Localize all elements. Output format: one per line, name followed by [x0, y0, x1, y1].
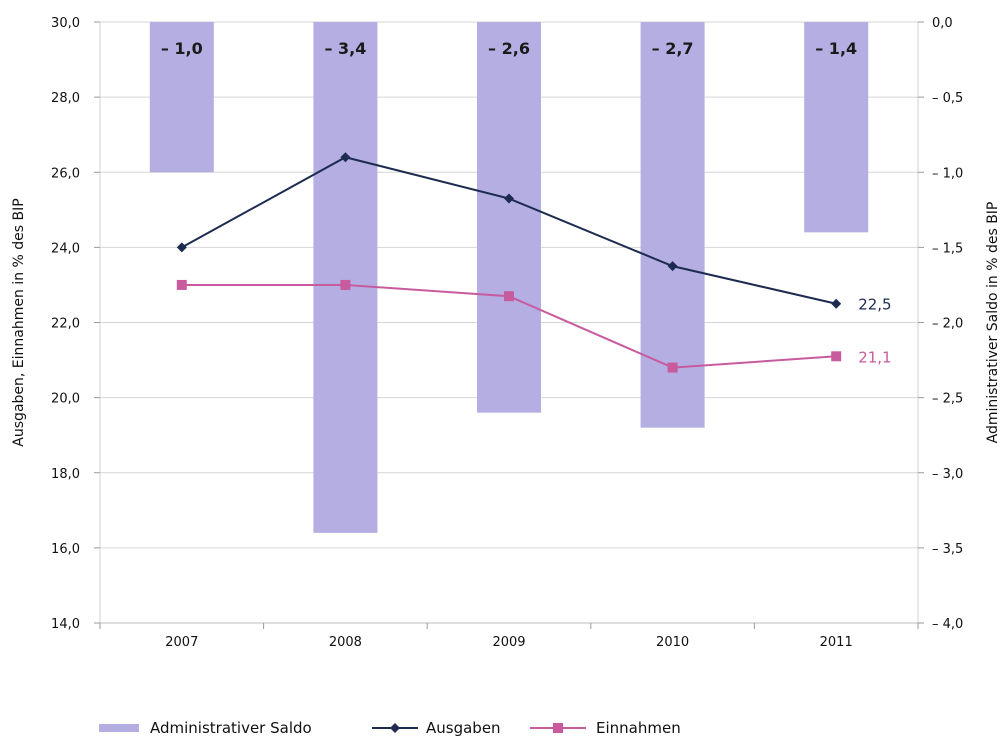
bar-value-label: – 2,7: [652, 39, 694, 58]
end-label-einnahmen: 21,1: [858, 348, 891, 366]
bar-value-label: – 2,6: [488, 39, 530, 58]
marker-einnahmen: [831, 351, 842, 362]
legend-label: Einnahmen: [596, 719, 681, 737]
marker-ausgaben: [667, 261, 678, 272]
marker-ausgaben: [831, 298, 842, 309]
marker-einnahmen: [504, 291, 514, 302]
left-tick-label: 18,0: [51, 467, 80, 482]
right-tick-label: – 2,5: [932, 392, 963, 407]
marker-einnahmen: [176, 279, 187, 290]
right-tick-label: – 2,0: [932, 317, 963, 332]
end-label-ausgaben: 22,5: [858, 296, 891, 314]
left-tick-label: 26,0: [51, 166, 80, 181]
legend-label: Administrativer Saldo: [150, 719, 312, 737]
left-tick-label: 28,0: [51, 91, 80, 106]
bar-value-label: – 1,0: [161, 39, 203, 58]
bar-administrativer-saldo: [640, 22, 705, 428]
x-tick-label: 2011: [820, 635, 853, 650]
bar-administrativer-saldo: [313, 22, 378, 533]
y-right-axis-title: Administrativer Saldo in % des BIP: [985, 202, 1001, 444]
marker-ausgaben: [340, 152, 351, 163]
left-tick-label: 16,0: [51, 542, 80, 557]
left-tick-label: 20,0: [51, 392, 80, 407]
marker-einnahmen: [340, 279, 351, 290]
x-tick-label: 2007: [165, 635, 198, 650]
right-tick-label: – 4,0: [932, 617, 963, 632]
bar-value-label: – 1,4: [815, 39, 857, 58]
legend-swatch-marker: [390, 723, 400, 733]
left-tick-label: 14,0: [51, 617, 80, 632]
legend-swatch-bar: [99, 724, 139, 732]
legend-label: Ausgaben: [426, 719, 501, 737]
bar-administrativer-saldo: [804, 22, 869, 233]
bar-administrativer-saldo: [149, 22, 214, 173]
right-tick-label: 0,0: [932, 16, 953, 31]
bar-administrativer-saldo: [477, 22, 541, 413]
right-tick-label: – 1,0: [932, 166, 963, 181]
right-tick-label: – 3,5: [932, 542, 963, 557]
marker-einnahmen: [667, 362, 678, 373]
right-tick-label: – 3,0: [932, 467, 963, 482]
marker-ausgaben: [504, 193, 514, 204]
left-tick-label: 30,0: [51, 16, 80, 31]
legend-swatch-marker: [553, 723, 563, 733]
x-tick-label: 2010: [656, 635, 689, 650]
y-left-axis-title: Ausgaben, Einnahmen in % des BIP: [11, 198, 27, 446]
x-tick-label: 2009: [492, 635, 525, 650]
right-tick-label: – 0,5: [932, 91, 963, 106]
bar-value-label: – 3,4: [324, 39, 366, 58]
marker-ausgaben: [176, 242, 187, 253]
x-tick-label: 2008: [329, 635, 362, 650]
left-tick-label: 24,0: [51, 241, 80, 256]
right-tick-label: – 1,5: [932, 241, 963, 256]
left-tick-label: 22,0: [51, 317, 80, 332]
